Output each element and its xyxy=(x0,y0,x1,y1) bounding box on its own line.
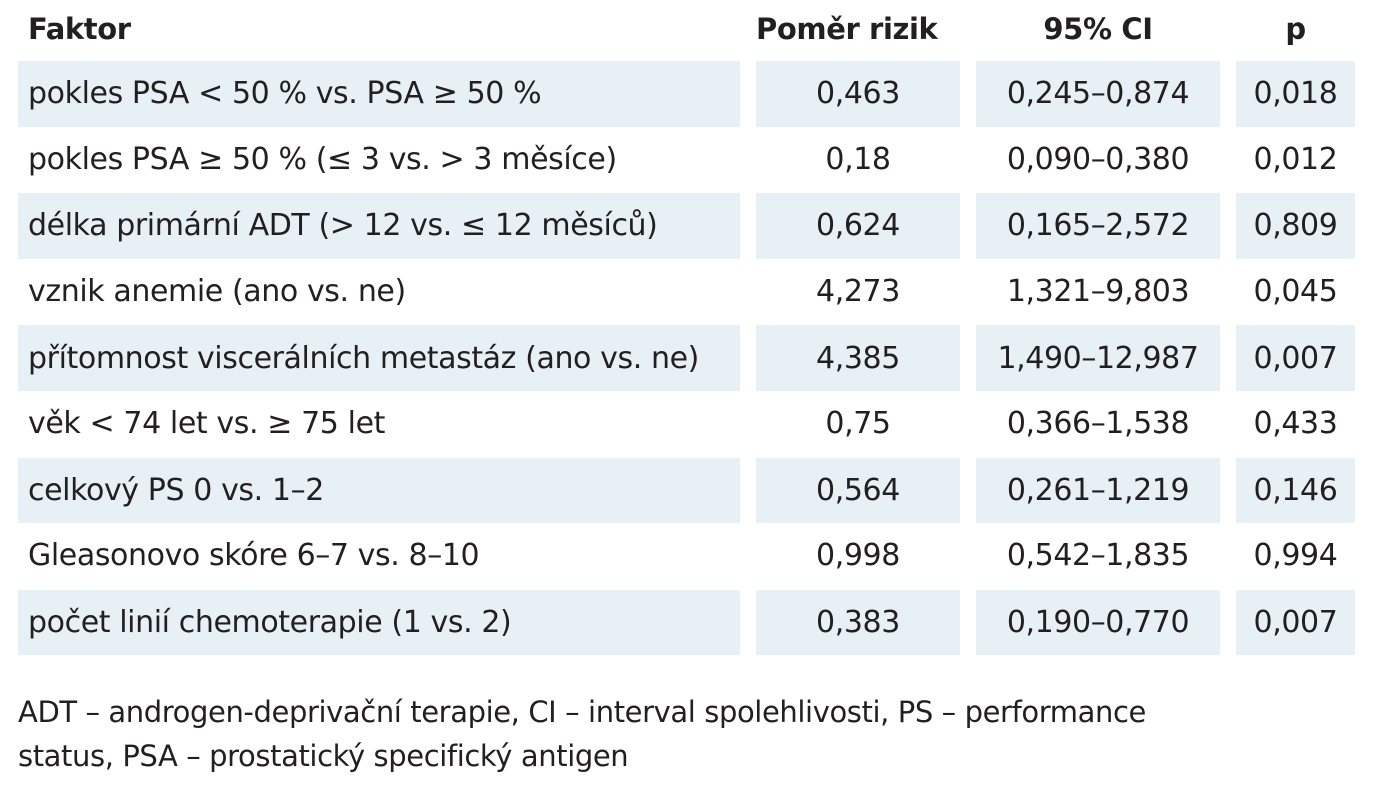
table-row: délka primární ADT (> 12 vs. ≤ 12 měsíců… xyxy=(18,193,1355,259)
table-row: pokles PSA < 50 % vs. PSA ≥ 50 % 0,463 0… xyxy=(18,61,1355,127)
table-row: Gleasonovo skóre 6–7 vs. 8–10 0,998 0,54… xyxy=(18,523,1355,589)
header-p: p xyxy=(1285,12,1306,46)
table-row: pokles PSA ≥ 50 % (≤ 3 vs. > 3 měsíce) 0… xyxy=(18,127,1355,193)
cell-factor: celkový PS 0 vs. 1–2 xyxy=(18,457,740,524)
header-factor: Faktor xyxy=(28,12,131,46)
cell-ci: 0,165–2,572 xyxy=(960,193,1220,259)
table-row: počet linií chemoterapie (1 vs. 2) 0,383… xyxy=(18,589,1355,656)
table-header-row: Faktor Poměr rizik 95% CI p xyxy=(18,0,1355,60)
table-row: věk < 74 let vs. ≥ 75 let 0,75 0,366–1,5… xyxy=(18,391,1355,457)
cell-factor: Gleasonovo skóre 6–7 vs. 8–10 xyxy=(28,538,480,574)
table-row: celkový PS 0 vs. 1–2 0,564 0,261–1,219 0… xyxy=(18,457,1355,524)
cell-p: 0,018 xyxy=(1220,61,1355,127)
footnote-line: ADT – androgen-deprivační terapie, CI – … xyxy=(18,695,1146,729)
cell-ci: 0,261–1,219 xyxy=(960,457,1220,524)
cell-factor: vznik anemie (ano vs. ne) xyxy=(28,274,406,310)
cell-factor: věk < 74 let vs. ≥ 75 let xyxy=(28,406,385,442)
cell-hazard-ratio: 0,383 xyxy=(740,589,960,656)
cell-p: 0,809 xyxy=(1220,193,1355,259)
cell-hazard-ratio: 0,998 xyxy=(816,538,900,574)
cell-hazard-ratio: 0,75 xyxy=(825,406,891,442)
cell-factor: délka primární ADT (> 12 vs. ≤ 12 měsíců… xyxy=(18,193,740,259)
table-row: vznik anemie (ano vs. ne) 4,273 1,321–9,… xyxy=(18,259,1355,325)
footnote-line: status, PSA – prostatický specifický ant… xyxy=(18,739,629,773)
cell-hazard-ratio: 4,273 xyxy=(816,274,900,310)
cell-hazard-ratio: 0,18 xyxy=(825,141,891,177)
cell-ci: 0,542–1,835 xyxy=(1006,538,1190,574)
cell-ci: 1,490–12,987 xyxy=(960,325,1220,391)
results-table: Faktor Poměr rizik 95% CI p pokles PSA <… xyxy=(18,0,1355,656)
cell-ci: 0,245–0,874 xyxy=(960,61,1220,127)
cell-p: 0,146 xyxy=(1220,457,1355,524)
cell-ci: 0,190–0,770 xyxy=(960,589,1220,656)
cell-factor: pokles PSA < 50 % vs. PSA ≥ 50 % xyxy=(18,61,740,127)
cell-ci: 0,366–1,538 xyxy=(1006,406,1190,442)
table-footnote: ADT – androgen-deprivační terapie, CI – … xyxy=(18,690,1348,778)
header-ci: 95% CI xyxy=(1043,12,1153,46)
table-row: přítomnost viscerálních metastáz (ano vs… xyxy=(18,325,1355,391)
cell-p: 0,012 xyxy=(1253,141,1338,177)
cell-p: 0,045 xyxy=(1253,274,1338,310)
cell-factor: přítomnost viscerálních metastáz (ano vs… xyxy=(18,325,740,391)
header-hazard-ratio: Poměr rizik xyxy=(756,12,938,46)
cell-hazard-ratio: 0,463 xyxy=(740,61,960,127)
cell-hazard-ratio: 4,385 xyxy=(740,325,960,391)
cell-p: 0,994 xyxy=(1253,538,1338,574)
cell-p: 0,007 xyxy=(1220,325,1355,391)
cell-p: 0,007 xyxy=(1220,589,1355,656)
cell-hazard-ratio: 0,624 xyxy=(740,193,960,259)
cell-ci: 1,321–9,803 xyxy=(1006,274,1190,310)
cell-ci: 0,090–0,380 xyxy=(1006,141,1190,177)
cell-factor: pokles PSA ≥ 50 % (≤ 3 vs. > 3 měsíce) xyxy=(28,141,617,177)
cell-p: 0,433 xyxy=(1253,406,1338,442)
cell-hazard-ratio: 0,564 xyxy=(740,457,960,524)
cell-factor: počet linií chemoterapie (1 vs. 2) xyxy=(18,589,740,656)
